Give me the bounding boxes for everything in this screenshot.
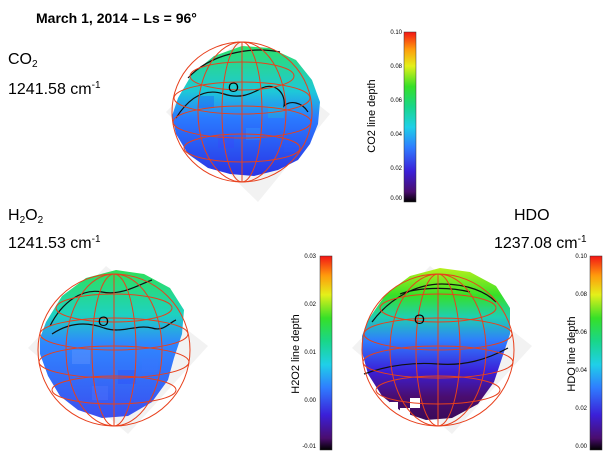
hdo-lat-lon-grid (361, 273, 515, 427)
co2-species-label: CO2 (8, 50, 38, 70)
hdo-species-label: HDO (514, 207, 550, 224)
co2-species-main: CO (8, 51, 32, 68)
hdo-tick-0: 0.10 (575, 254, 587, 260)
co2-marker: O (228, 79, 239, 95)
h2o2-pixel-texture (72, 350, 158, 400)
h2o2-colorbar (319, 255, 333, 451)
h2o2-species-sub1: 2 (19, 215, 26, 226)
co2-tick-5: 0.00 (390, 196, 402, 202)
h2o2-tick-0: 0.03 (304, 254, 316, 260)
h2o2-data-coverage (40, 270, 184, 418)
co2-tick-0: 0.10 (390, 30, 402, 36)
hdo-wavenumber: 1237.08 cm-1 (494, 234, 587, 254)
hdo-tick-1: 0.08 (575, 292, 587, 298)
h2o2-species-h: H (8, 207, 20, 224)
co2-colorbar (403, 31, 417, 203)
hdo-unit-exponent: -1 (577, 234, 587, 245)
co2-tick-1: 0.08 (390, 64, 402, 70)
hdo-colorbar-ticks: 0.10 0.08 0.06 0.04 0.02 0.00 (565, 254, 587, 454)
co2-colorbar-title: CO2 line depth (366, 79, 378, 153)
h2o2-tick-1: 0.02 (304, 302, 316, 308)
co2-tick-3: 0.04 (390, 132, 402, 138)
co2-data-coverage (172, 46, 320, 176)
h2o2-lat-lon-grid (37, 273, 191, 427)
hdo-colorbar (589, 255, 603, 451)
h2o2-wavenumber: 1241.53 cm-1 (8, 234, 101, 254)
co2-tick-4: 0.02 (390, 166, 402, 172)
h2o2-species-sub2: 2 (37, 215, 44, 226)
h2o2-wavenumber-value: 1241.53 cm (8, 235, 92, 252)
h2o2-species-label: H2O2 (8, 206, 43, 226)
figure-title: March 1, 2014 – Ls = 96° (36, 10, 197, 26)
co2-wavenumber-value: 1241.58 cm (8, 81, 92, 98)
h2o2-tick-4: -0.01 (302, 444, 316, 450)
hdo-tick-3: 0.04 (575, 368, 587, 374)
h2o2-unit-exponent: -1 (91, 234, 101, 245)
h2o2-tick-2: 0.01 (304, 350, 316, 356)
hdo-globe-map: O (352, 266, 532, 434)
hdo-tick-5: 0.00 (575, 444, 587, 450)
hdo-colorbar-title: HDO line depth (566, 316, 578, 392)
co2-globe-map: O (166, 40, 330, 202)
hdo-colorbar-gradient (589, 255, 603, 451)
h2o2-species-o: O (25, 207, 38, 224)
h2o2-globe-map: O (28, 266, 208, 434)
co2-species-sub: 2 (32, 59, 38, 70)
h2o2-marker: O (98, 313, 109, 329)
co2-lat-lon-grid (171, 41, 313, 183)
h2o2-colorbar-ticks: 0.03 0.02 0.01 0.00 -0.01 (294, 254, 316, 454)
hdo-marker: O (414, 311, 425, 327)
co2-unit-exponent: -1 (91, 80, 101, 91)
hdo-tick-4: 0.02 (575, 406, 587, 412)
h2o2-colorbar-title: H2O2 line depth (290, 314, 302, 394)
co2-tick-2: 0.06 (390, 98, 402, 104)
co2-colorbar-ticks: 0.10 0.08 0.06 0.04 0.02 0.00 (380, 30, 402, 206)
hdo-tick-2: 0.06 (575, 330, 587, 336)
co2-wavenumber: 1241.58 cm-1 (8, 80, 101, 100)
co2-colorbar-gradient (403, 31, 417, 203)
h2o2-colorbar-gradient (319, 255, 333, 451)
hdo-wavenumber-value: 1237.08 cm (494, 235, 578, 252)
h2o2-tick-3: 0.00 (304, 398, 316, 404)
